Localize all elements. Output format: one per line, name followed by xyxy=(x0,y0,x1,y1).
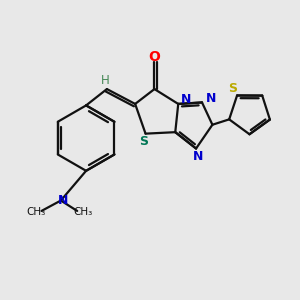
Text: CH₃: CH₃ xyxy=(74,207,93,218)
Text: N: N xyxy=(181,93,191,106)
Text: CH₃: CH₃ xyxy=(26,207,45,218)
Text: N: N xyxy=(193,150,204,163)
Text: O: O xyxy=(148,50,160,64)
Text: N: N xyxy=(206,92,216,105)
Text: H: H xyxy=(101,74,110,87)
Text: N: N xyxy=(57,194,68,207)
Text: S: S xyxy=(228,82,237,95)
Text: S: S xyxy=(140,136,148,148)
